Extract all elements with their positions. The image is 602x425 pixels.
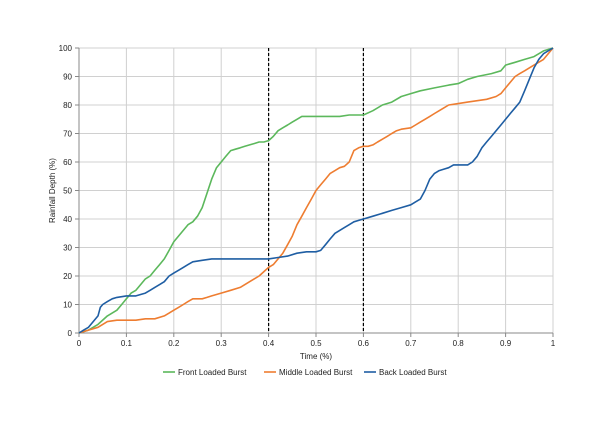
legend-item-middle-loaded-burst: Middle Loaded Burst bbox=[264, 368, 353, 377]
y-tick-label: 70 bbox=[63, 130, 72, 139]
x-tick-label: 0.5 bbox=[310, 339, 322, 348]
legend-item-front-loaded-burst: Front Loaded Burst bbox=[163, 368, 247, 377]
y-tick-label: 100 bbox=[59, 44, 73, 53]
y-tick-label: 0 bbox=[68, 329, 73, 338]
x-tick-label: 1 bbox=[551, 339, 556, 348]
x-tick-label: 0.4 bbox=[263, 339, 275, 348]
y-tick-label: 60 bbox=[63, 158, 72, 167]
series-line-middle-loaded-burst bbox=[78, 47, 554, 334]
x-tick-label: 0 bbox=[77, 339, 82, 348]
tick-labels: 0 0.1 0.2 0.3 0.4 0.5 0.6 0.7 0.8 0.9 101020304050… bbox=[59, 44, 556, 348]
series-line-front-loaded-burst bbox=[78, 47, 554, 334]
y-tick-label: 10 bbox=[63, 301, 72, 310]
y-tick-label: 90 bbox=[63, 73, 72, 82]
x-tick-label: 0.7 bbox=[405, 339, 417, 348]
reference-lines bbox=[268, 48, 364, 333]
legend-label: Front Loaded Burst bbox=[178, 368, 247, 377]
y-tick-label: 50 bbox=[63, 187, 72, 196]
legend-item-back-loaded-burst: Back Loaded Burst bbox=[364, 368, 447, 377]
y-tick-label: 20 bbox=[63, 272, 72, 281]
y-tick-label: 80 bbox=[63, 101, 72, 110]
x-tick-label: 0.2 bbox=[168, 339, 180, 348]
x-tick-label: 0.1 bbox=[121, 339, 133, 348]
x-tick-label: 0.3 bbox=[216, 339, 228, 348]
x-tick-label: 0.6 bbox=[358, 339, 370, 348]
y-axis-title: Rainfall Depth (%) bbox=[48, 158, 57, 223]
x-axis-title: Time (%) bbox=[300, 352, 332, 361]
series-line-back-loaded-burst bbox=[78, 47, 554, 334]
y-tick-label: 40 bbox=[63, 215, 72, 224]
legend-label: Middle Loaded Burst bbox=[279, 368, 353, 377]
y-tick-label: 30 bbox=[63, 244, 72, 253]
x-tick-label: 0.9 bbox=[500, 339, 512, 348]
x-tick-label: 0.8 bbox=[453, 339, 465, 348]
legend-label: Back Loaded Burst bbox=[379, 368, 447, 377]
axes bbox=[75, 47, 554, 337]
legend: Front Loaded Burst Middle Loaded Burst Bac… bbox=[163, 368, 447, 377]
series-lines bbox=[78, 47, 554, 334]
